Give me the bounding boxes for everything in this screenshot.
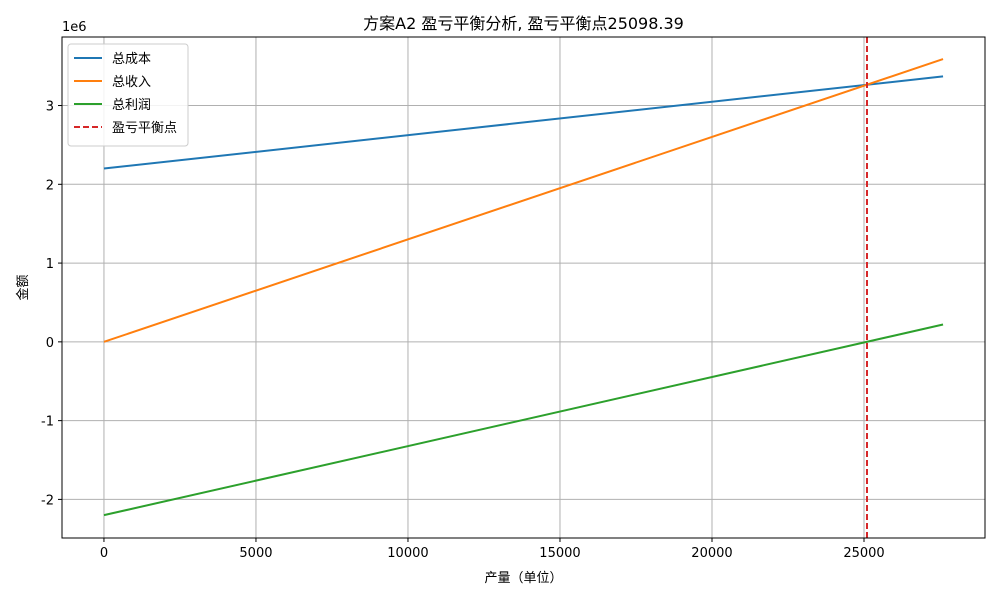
legend-label: 盈亏平衡点 (112, 121, 177, 136)
x-tick-label: 5000 (239, 546, 272, 561)
legend-box (67, 43, 189, 147)
x-tick-label: 20000 (691, 546, 732, 561)
legend-label: 总收入 (112, 75, 151, 90)
series-line (103, 323, 944, 517)
series-layer (103, 37, 944, 538)
y-tick-label: 0 (46, 336, 54, 351)
y-scale-label: 1e6 (62, 20, 87, 35)
x-axis-label: 产量（单位） (484, 571, 562, 586)
y-tick-label: 2 (46, 178, 54, 193)
y-tick-label: 1 (46, 257, 54, 272)
series-line (103, 75, 944, 170)
series-line (103, 58, 944, 343)
chart-title: 方案A2 盈亏平衡分析, 盈亏平衡点25098.39 (363, 14, 684, 33)
axis-ticks: 0 5000 10000 15000 20000 25000 -2 -1 0 1 2 3 (41, 100, 885, 561)
y-tick-label: 3 (46, 100, 54, 115)
y-tick-label: -2 (41, 493, 54, 508)
x-tick-label: 15000 (539, 546, 580, 561)
legend-label: 总利润 (112, 98, 151, 113)
x-tick-label: 10000 (387, 546, 428, 561)
y-tick-label: -1 (41, 415, 54, 430)
x-tick-label: 25000 (843, 546, 884, 561)
grid (62, 37, 985, 538)
y-axis-label: 金额 (15, 274, 31, 300)
legend-label: 总成本 (112, 52, 151, 67)
plot-frame (61, 36, 986, 539)
x-tick-label: 0 (100, 546, 108, 561)
